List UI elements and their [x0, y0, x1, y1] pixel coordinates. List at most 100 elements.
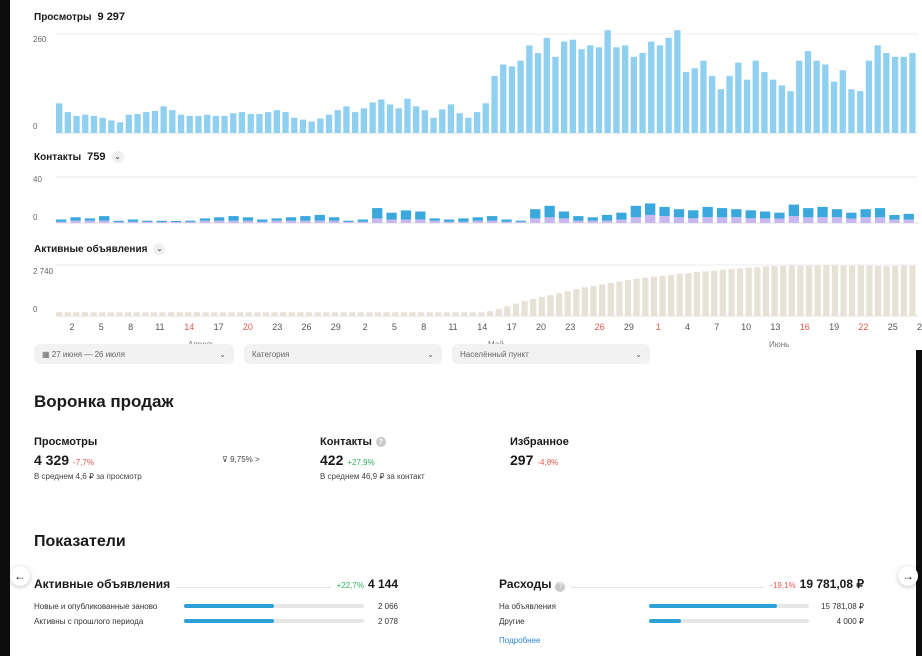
- views-bar: [204, 114, 211, 133]
- views-bar: [700, 60, 707, 134]
- contacts-bar: [415, 211, 426, 220]
- contacts-bar: [487, 216, 498, 221]
- active-listings-delta: +22,7%: [336, 581, 364, 590]
- active-bar: [737, 268, 744, 316]
- contacts-bar: [544, 217, 555, 224]
- contacts-bar: [645, 214, 656, 223]
- contacts-bar: [70, 217, 81, 221]
- views-bar: [761, 72, 768, 133]
- category-filter[interactable]: Категория ⌄: [244, 344, 442, 364]
- help-icon[interactable]: ?: [375, 437, 386, 447]
- views-bar: [595, 47, 603, 133]
- views-bar: [604, 30, 611, 134]
- conversion-rate[interactable]: ⊽ 9,75% >: [222, 455, 260, 464]
- active-bar: [435, 312, 442, 316]
- contacts-bar: [257, 221, 268, 223]
- contacts-bar: [716, 217, 728, 224]
- progress-track: [649, 619, 809, 623]
- arrow-right-icon[interactable]: →: [898, 566, 918, 586]
- views-bar: [177, 114, 185, 133]
- active-bar: [81, 312, 89, 316]
- active-bar: [409, 312, 416, 316]
- contacts-bar: [156, 222, 167, 223]
- active-bar: [745, 267, 752, 316]
- views-value: 4 329: [34, 452, 70, 468]
- active-bar: [306, 312, 313, 316]
- date-range-filter[interactable]: ▦ 27 июня — 26 июля ⌄: [34, 344, 234, 364]
- locality-filter[interactable]: Населённый пункт ⌄: [452, 344, 650, 364]
- contacts-bar: [458, 218, 469, 222]
- views-bar: [804, 51, 812, 133]
- views-chart-total: 9 297: [97, 11, 126, 23]
- views-bar: [630, 56, 637, 133]
- chevron-down-icon[interactable]: ⌄: [153, 243, 166, 255]
- active-bar: [771, 266, 778, 316]
- row-value: 2 078: [377, 616, 398, 626]
- views-bar: [830, 81, 838, 133]
- x-tick-label: 13: [770, 322, 780, 332]
- expenses-delta: -19,1%: [770, 581, 796, 590]
- active-bar: [538, 297, 545, 316]
- arrow-left-icon[interactable]: ←: [10, 566, 30, 586]
- contacts-bar: [860, 217, 871, 224]
- active-bar: [469, 312, 476, 316]
- active-bar: [383, 312, 390, 316]
- views-bar: [613, 47, 620, 133]
- active-row-new: Новые и опубликованные заново 2 066: [34, 600, 398, 612]
- contacts-label: Контакты: [320, 436, 372, 448]
- views-bar: [143, 112, 150, 133]
- help-icon[interactable]: ?: [555, 581, 566, 592]
- contacts-bar: [731, 217, 742, 224]
- row-label: На объявления: [499, 601, 556, 611]
- contacts-bar: [199, 218, 210, 221]
- locality-label: Населённый пункт: [460, 349, 529, 359]
- x-tick-label: 19: [829, 322, 839, 332]
- contacts-bar: [688, 210, 699, 219]
- contacts-bar: [673, 217, 685, 224]
- views-bar: [369, 102, 376, 133]
- contacts-value: 422: [320, 452, 344, 468]
- chevron-down-icon[interactable]: ⌄: [111, 151, 124, 163]
- active-chart-header: Активные объявления ⌄: [34, 243, 166, 255]
- views-bar: [848, 89, 855, 133]
- active-bar: [728, 269, 735, 316]
- views-bar: [343, 106, 350, 133]
- progress-fill: [649, 619, 681, 623]
- calendar-icon: ▦: [42, 349, 52, 359]
- active-bar: [685, 273, 692, 316]
- x-tick-label: 28: [917, 322, 922, 332]
- views-bar: [891, 56, 899, 133]
- indicators-title: Показатели: [34, 533, 126, 550]
- date-range-label: 27 июня — 26 июля: [51, 349, 125, 359]
- views-bar: [456, 113, 463, 133]
- active-bar: [159, 312, 166, 316]
- active-bar: [512, 303, 520, 316]
- active-bar: [883, 266, 890, 316]
- active-bar: [780, 265, 787, 316]
- views-bar: [334, 110, 341, 133]
- charts-area: 2 5 8 11 14 17 20 23 26 29 2 5 8 11 14 17 20 23 26 29 1 4 7 10 1…: [56, 30, 922, 332]
- x-tick-label: 29: [624, 322, 634, 332]
- active-bar: [202, 312, 209, 316]
- contacts-bar: [199, 220, 210, 223]
- active-bar: [185, 312, 192, 316]
- active-bar: [874, 265, 882, 316]
- active-bar: [237, 312, 244, 316]
- active-bar: [504, 306, 511, 316]
- views-bar: [386, 104, 394, 133]
- x-tick-label: 20: [536, 322, 546, 332]
- contacts-bar: [472, 220, 483, 223]
- views-bar: [291, 117, 298, 133]
- active-bar: [211, 312, 218, 316]
- x-tick-label: 5: [392, 322, 397, 332]
- views-label: Просмотры: [34, 436, 98, 448]
- contacts-bar: [271, 220, 282, 223]
- views-bar: [247, 114, 254, 133]
- details-link[interactable]: Подробнее: [499, 636, 541, 645]
- views-bar: [543, 37, 550, 133]
- progress-track: [649, 604, 809, 608]
- views-bar: [857, 91, 864, 133]
- contacts-bar: [702, 206, 713, 218]
- views-y-min: 0: [33, 122, 38, 131]
